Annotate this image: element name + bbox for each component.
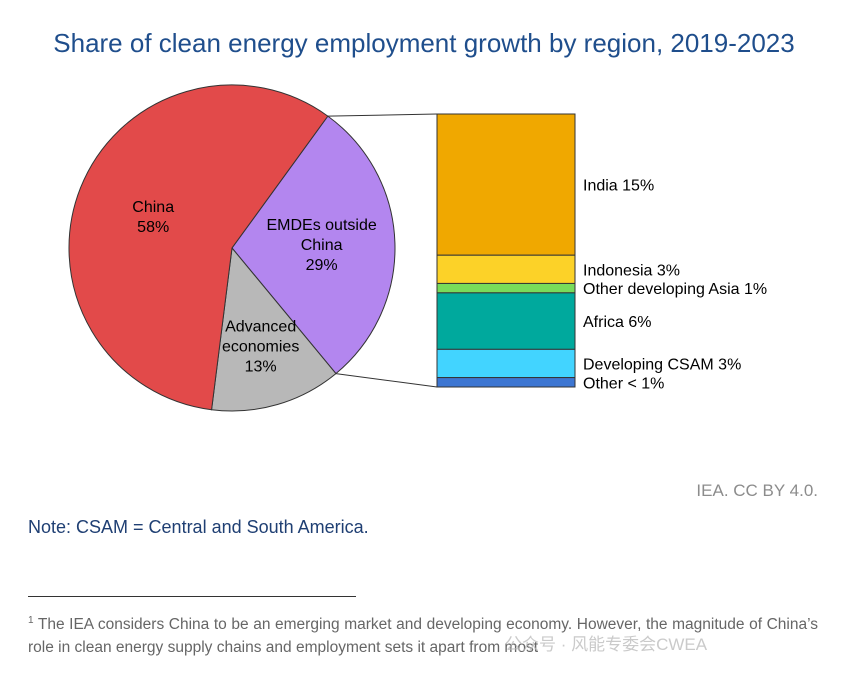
bar-label-india-15: India 15% bbox=[583, 178, 654, 195]
pie-slice-emdes-outside bbox=[231, 115, 396, 375]
connector-line-bottom bbox=[335, 373, 438, 388]
footnote-text: The IEA considers China to be an emergin… bbox=[28, 616, 818, 657]
chart-title: Share of clean energy employment growth … bbox=[53, 28, 795, 58]
connector-line-top bbox=[327, 113, 438, 117]
bar-label-africa-6: Africa 6% bbox=[583, 314, 651, 331]
bar-label-developing-csam-3: Developing CSAM 3% bbox=[583, 356, 741, 373]
pie-label-emdes-outside: EMDEs outside China 29% bbox=[266, 217, 376, 274]
footnote: 1 The IEA considers China to be an emerg… bbox=[28, 609, 818, 659]
footnote-divider bbox=[28, 596, 356, 597]
pie-slice-china bbox=[68, 84, 329, 411]
bar-segment-indonesia-3 bbox=[436, 254, 576, 284]
bar-label-other-1: Other < 1% bbox=[583, 375, 664, 392]
bar-label-indonesia-3: Indonesia 3% bbox=[583, 262, 680, 279]
pie-chart-with-breakdown: EMDEs outside China 29% Advanced economies 13… bbox=[68, 84, 767, 412]
watermark-text: 公众号 · 风能专委会CWEA bbox=[505, 635, 708, 654]
bar-segment-other-1 bbox=[436, 377, 576, 388]
bar-segment-developing-csam-3 bbox=[436, 348, 576, 379]
credit-text: IEA. CC BY 4.0. bbox=[696, 481, 818, 500]
pie-slice-advanced bbox=[211, 246, 337, 412]
bar-segment-other-developing-asia-1 bbox=[436, 282, 576, 294]
chart-note: Note: CSAM = Central and South America. bbox=[28, 517, 369, 537]
bar-label-other-developing-asia-1: Other developing Asia 1% bbox=[583, 281, 767, 298]
bar-segment-africa-6 bbox=[436, 292, 576, 350]
bar-segment-india-15 bbox=[436, 113, 576, 256]
pie-label-china: China 58% bbox=[132, 199, 174, 236]
pie-label-advanced: Advanced economies 13% bbox=[222, 319, 299, 376]
footnote-marker: 1 bbox=[28, 615, 34, 626]
